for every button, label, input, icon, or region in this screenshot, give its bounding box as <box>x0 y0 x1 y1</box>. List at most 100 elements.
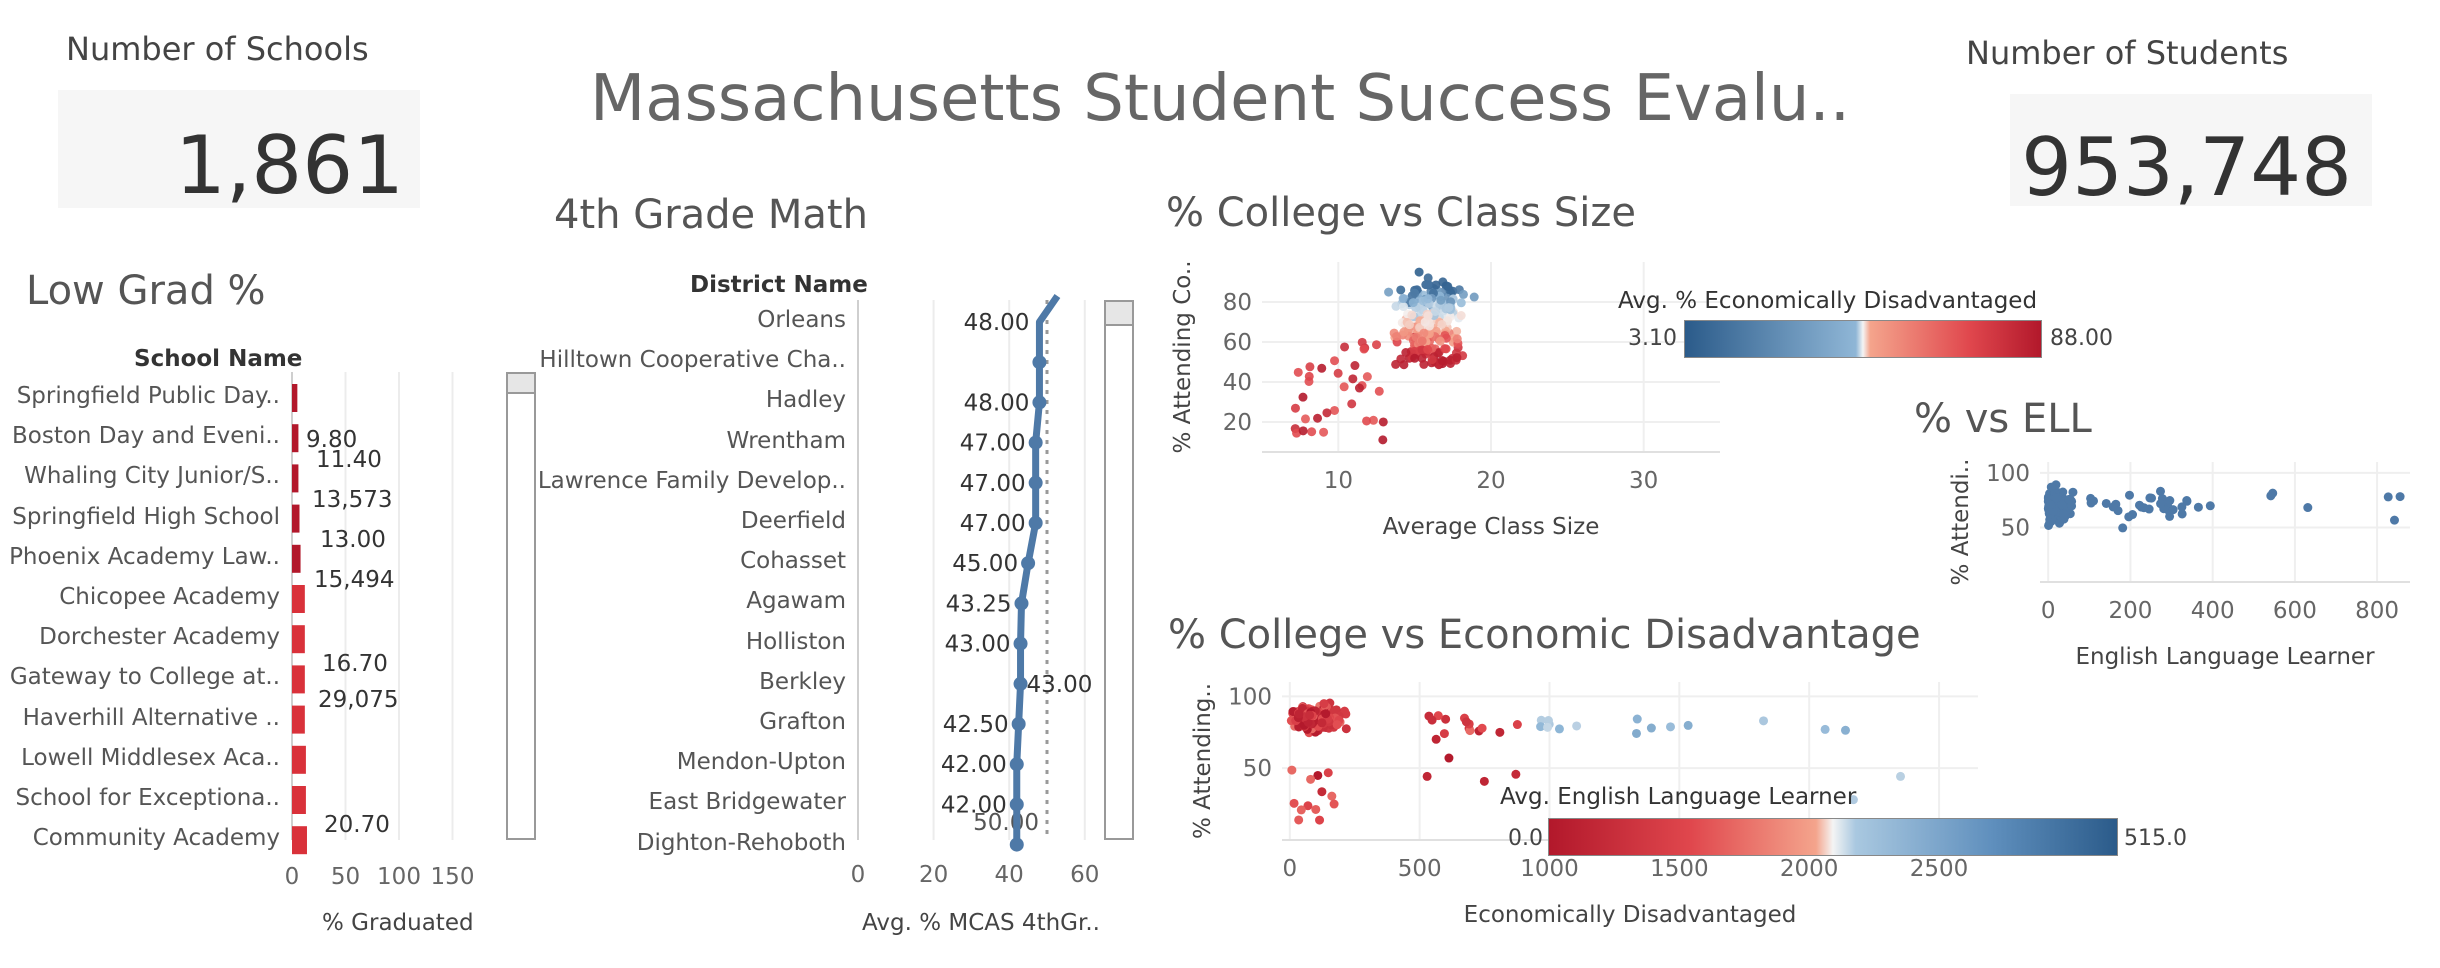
college-econ-point <box>1683 720 1693 730</box>
math4-point <box>1014 596 1029 611</box>
math4-category: East Bridgewater <box>648 789 846 816</box>
college-class-point <box>1452 353 1462 363</box>
college-econ-point <box>1427 715 1437 725</box>
college-econ-point <box>1896 771 1906 781</box>
low-grad-scroll-thumb[interactable] <box>508 374 534 394</box>
econ-legend-min: 3.10 <box>1628 326 1677 351</box>
math4-point <box>1028 435 1043 450</box>
college-ell-point <box>2165 511 2175 521</box>
low-grad-category: Haverhill Alternative .. <box>22 704 280 731</box>
college-class-point <box>1410 353 1420 363</box>
math4-category: Orleans <box>757 307 846 333</box>
college-econ-point <box>1323 768 1333 778</box>
college-class-point <box>1407 310 1417 320</box>
college-ell-xtick: 400 <box>2191 598 2235 624</box>
math4-xlabel: Avg. % MCAS 4thGr.. <box>862 910 1100 936</box>
college-class-point <box>1391 301 1401 311</box>
math4-point <box>1032 355 1047 370</box>
college-class-point <box>1298 426 1308 436</box>
college-class-point <box>1437 319 1447 329</box>
college-class-ytick: 80 <box>1223 290 1252 316</box>
college-class-point <box>1359 344 1369 354</box>
college-class-xtick: 30 <box>1629 468 1658 494</box>
college-econ-point <box>1287 765 1297 775</box>
college-class-point <box>1391 359 1401 369</box>
college-class-point <box>1305 362 1315 372</box>
college-econ-point <box>1321 709 1331 719</box>
college-class-point <box>1322 408 1332 418</box>
college-class-point <box>1423 345 1433 355</box>
college-class-point <box>1372 340 1382 350</box>
math4-point <box>1011 717 1026 731</box>
college-econ-point <box>1329 799 1339 809</box>
college-ell-point <box>2156 499 2166 509</box>
college-ell-point <box>2134 500 2144 510</box>
college-class-point <box>1340 342 1350 352</box>
low-grad-bar <box>292 826 307 855</box>
college-econ-point <box>1439 729 1449 739</box>
college-class-point <box>1404 320 1414 330</box>
math4-chart: 0 20 40 60 50.00 48.00 48.00 47.00 47.00 47.00 45.… <box>851 294 1099 888</box>
college-class-point <box>1431 280 1441 290</box>
college-econ-point <box>1543 716 1553 726</box>
college-ell-xtick: 0 <box>2041 598 2056 624</box>
college-econ-point <box>1422 771 1432 781</box>
college-econ-xtick: 1500 <box>1650 856 1709 882</box>
college-class-point <box>1444 303 1454 313</box>
low-grad-data-label: 20.70 <box>324 812 390 838</box>
college-econ-point <box>1511 769 1521 779</box>
college-class-point <box>1374 386 1384 396</box>
math4-xtick: 60 <box>1070 862 1099 888</box>
math4-category: Dighton-Rehoboth <box>636 829 846 856</box>
college-econ-point <box>1554 724 1564 734</box>
low-grad-xlabel: % Graduated <box>322 910 474 936</box>
ell-legend-max: 515.0 <box>2124 826 2187 851</box>
college-econ-point <box>1294 815 1304 825</box>
low-grad-category: Lowell Middlesex Aca.. <box>21 744 280 771</box>
college-econ-point <box>1441 714 1451 724</box>
math4-header: District Name <box>690 272 868 298</box>
college-class-point <box>1452 326 1462 336</box>
college-ell-point <box>2118 523 2128 533</box>
college-class-title: % College vs Class Size <box>1166 190 1636 236</box>
low-grad-bar <box>292 665 305 694</box>
college-econ-point <box>1848 795 1858 805</box>
college-econ-point <box>1296 805 1306 815</box>
college-class-point <box>1401 347 1411 357</box>
kpi-schools-box <box>58 90 420 208</box>
ell-legend-title: Avg. English Language Learner <box>1500 784 1857 810</box>
college-ell-xtick: 600 <box>2273 598 2317 624</box>
low-grad-bar <box>292 745 306 774</box>
math4-scroll-thumb[interactable] <box>1106 302 1132 326</box>
math4-data-label: 47.00 <box>960 511 1026 537</box>
college-ell-point <box>2168 505 2178 515</box>
college-class-point <box>1436 295 1446 305</box>
college-econ-point <box>1313 770 1323 780</box>
college-ell-point <box>2193 502 2203 512</box>
college-class-point <box>1417 353 1427 363</box>
college-econ-point <box>1294 709 1304 719</box>
math4-scrollbar[interactable] <box>1104 300 1134 840</box>
college-ell-point <box>2268 488 2278 498</box>
college-class-point <box>1330 356 1340 366</box>
college-ell-point <box>2089 496 2099 506</box>
low-grad-category: Springfield Public Day.. <box>16 383 280 409</box>
college-econ-point <box>1305 710 1315 720</box>
college-econ-point <box>1759 716 1769 726</box>
low-grad-scrollbar[interactable] <box>506 372 536 840</box>
low-grad-category: Springfield High School <box>12 503 280 530</box>
math4-data-label: 42.00 <box>941 792 1007 818</box>
college-class-ytick: 40 <box>1223 370 1252 396</box>
college-econ-xtick: 0 <box>1282 856 1297 882</box>
college-class-point <box>1398 294 1408 304</box>
college-econ-point <box>1646 723 1656 733</box>
ell-legend-gradient <box>1548 818 2118 856</box>
low-grad-bar <box>292 424 299 453</box>
college-class-point <box>1414 267 1424 277</box>
college-econ-point <box>1536 722 1546 732</box>
college-econ-point <box>1465 726 1475 736</box>
college-class-xlabel: Average Class Size <box>1383 514 1600 540</box>
college-econ-point <box>1306 774 1316 784</box>
math4-category: Grafton <box>759 709 846 735</box>
